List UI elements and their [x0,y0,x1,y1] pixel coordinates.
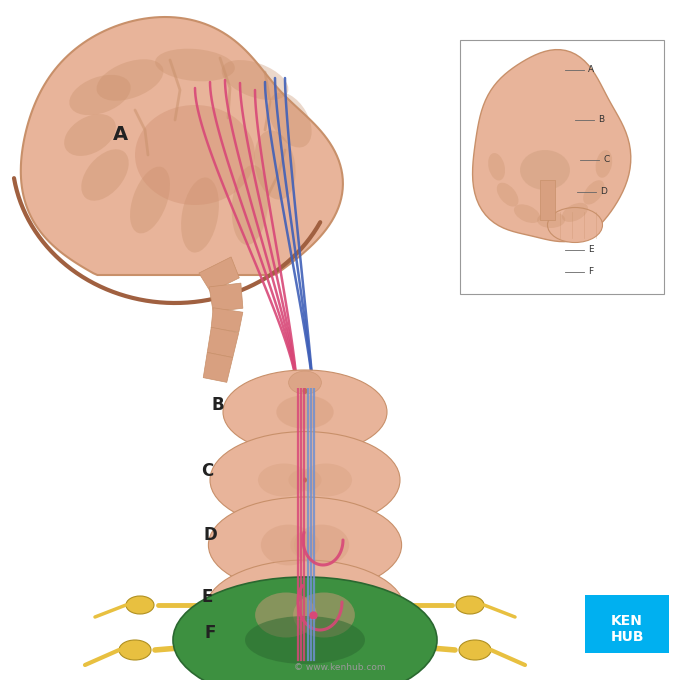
Ellipse shape [245,616,365,664]
Text: C: C [201,462,213,480]
Text: E: E [201,588,213,606]
Ellipse shape [208,497,402,593]
Ellipse shape [205,560,405,660]
Ellipse shape [155,49,235,82]
Polygon shape [199,257,239,292]
Ellipse shape [222,60,288,100]
Ellipse shape [126,596,154,614]
Text: A: A [588,65,594,75]
Ellipse shape [255,592,317,638]
Ellipse shape [520,150,570,190]
Text: B: B [211,396,224,414]
Ellipse shape [276,395,334,429]
Ellipse shape [303,388,307,394]
Ellipse shape [258,464,310,496]
Ellipse shape [514,204,541,223]
Ellipse shape [488,153,505,180]
Text: F: F [204,624,216,642]
Ellipse shape [294,524,349,565]
Ellipse shape [288,371,322,394]
Ellipse shape [232,165,269,245]
Ellipse shape [562,203,588,222]
FancyBboxPatch shape [585,595,669,653]
Polygon shape [540,180,555,220]
Text: F: F [588,267,593,277]
Polygon shape [203,352,233,382]
Text: C: C [603,156,609,165]
Ellipse shape [596,150,612,177]
Ellipse shape [290,532,320,558]
Ellipse shape [223,370,387,454]
Polygon shape [207,327,239,358]
Ellipse shape [135,105,255,205]
Ellipse shape [130,167,170,233]
Ellipse shape [459,640,491,660]
Ellipse shape [303,477,307,483]
Ellipse shape [497,183,518,207]
Text: D: D [600,188,607,197]
Ellipse shape [537,212,565,228]
Text: E: E [588,245,594,254]
Text: B: B [598,116,604,124]
Ellipse shape [269,92,311,148]
Text: © www.kenhub.com: © www.kenhub.com [294,664,386,673]
Ellipse shape [583,180,605,205]
Ellipse shape [64,114,116,156]
Ellipse shape [254,131,296,200]
Ellipse shape [173,577,437,680]
Ellipse shape [97,59,163,101]
Ellipse shape [547,207,602,243]
Ellipse shape [210,432,400,528]
Text: D: D [203,526,217,544]
Ellipse shape [69,75,131,115]
Ellipse shape [181,177,219,252]
Ellipse shape [300,464,352,496]
Ellipse shape [82,150,129,201]
Ellipse shape [288,469,322,491]
Text: A: A [112,125,128,144]
Ellipse shape [261,524,316,565]
Text: KEN
HUB: KEN HUB [610,615,644,643]
Polygon shape [21,17,343,275]
Polygon shape [209,283,243,312]
Polygon shape [211,308,243,332]
Ellipse shape [119,640,151,660]
Ellipse shape [293,592,355,638]
Ellipse shape [456,596,484,614]
Polygon shape [473,50,631,241]
